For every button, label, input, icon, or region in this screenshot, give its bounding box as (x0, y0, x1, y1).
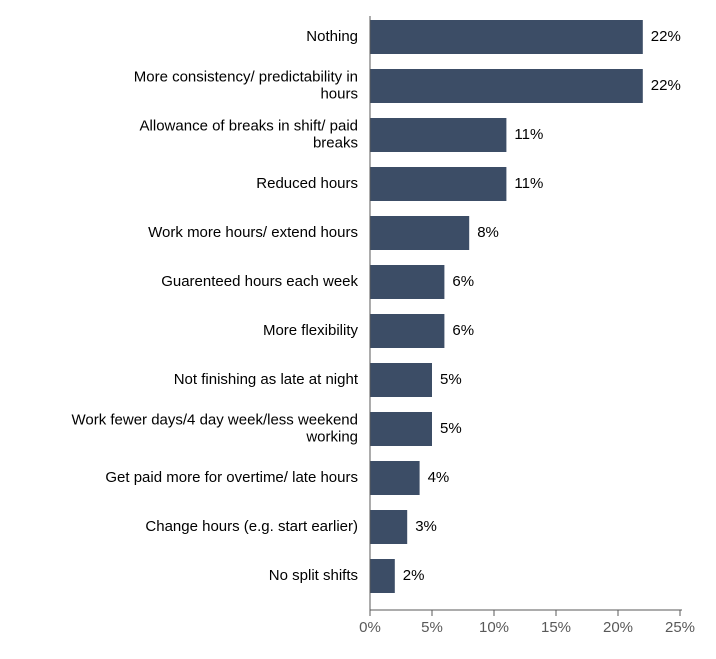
x-tick-label: 20% (603, 619, 633, 636)
bar (370, 118, 506, 152)
bar (370, 461, 420, 495)
category-label: Guarenteed hours each week (161, 273, 358, 290)
bar-value-label: 6% (452, 322, 474, 339)
bar-value-label: 8% (477, 224, 499, 241)
category-label: No split shifts (269, 567, 358, 584)
x-tick-label: 5% (421, 619, 443, 636)
category-label: Work more hours/ extend hours (148, 224, 358, 241)
bar-value-label: 6% (452, 273, 474, 290)
bar (370, 363, 432, 397)
bar (370, 559, 395, 593)
bar (370, 265, 444, 299)
bar (370, 20, 643, 54)
x-tick-label: 15% (541, 619, 571, 636)
x-tick-label: 25% (665, 619, 695, 636)
bar-value-label: 4% (428, 469, 450, 486)
bar-value-label: 22% (651, 28, 681, 45)
bar (370, 412, 432, 446)
x-tick-label: 0% (359, 619, 381, 636)
bar-chart: 22%Nothing22%More consistency/ predictab… (0, 0, 716, 659)
bar-value-label: 3% (415, 518, 437, 535)
bar (370, 216, 469, 250)
category-label: More flexibility (263, 322, 359, 339)
category-label: Get paid more for overtime/ late hours (105, 469, 358, 486)
category-label: Not finishing as late at night (174, 371, 359, 388)
bar-value-label: 11% (514, 175, 543, 192)
category-label: Change hours (e.g. start earlier) (145, 518, 358, 535)
bar-value-label: 5% (440, 420, 462, 437)
bar (370, 510, 407, 544)
bar (370, 167, 506, 201)
category-label: Reduced hours (256, 175, 358, 192)
bar-value-label: 22% (651, 77, 681, 94)
bar-value-label: 2% (403, 567, 425, 584)
x-tick-label: 10% (479, 619, 509, 636)
bar (370, 69, 643, 103)
bar-value-label: 5% (440, 371, 462, 388)
bar (370, 314, 444, 348)
bar-value-label: 11% (514, 126, 543, 143)
category-label: Nothing (306, 28, 358, 45)
